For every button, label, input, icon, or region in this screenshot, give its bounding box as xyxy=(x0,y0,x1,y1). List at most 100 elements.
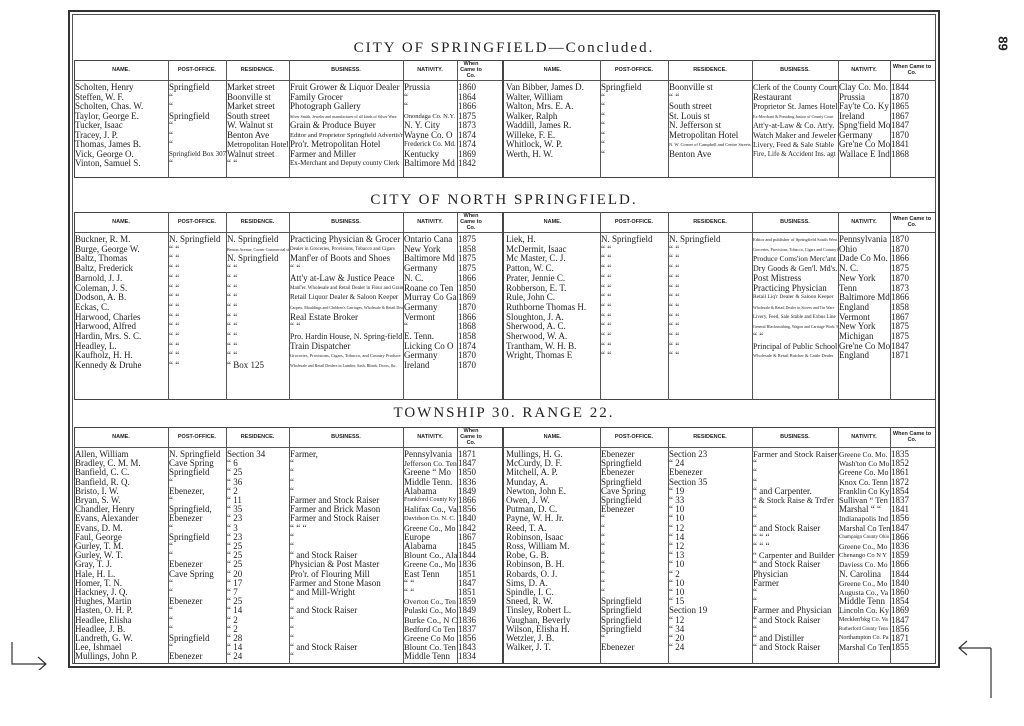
table-cell: 1837 xyxy=(458,624,476,634)
column-rule xyxy=(403,427,404,664)
table-cell: 1859 xyxy=(891,551,909,561)
table-cell: “ “ xyxy=(669,254,680,264)
table-cell: “ and Mill-Wright xyxy=(290,588,356,597)
table-cell: 1850 xyxy=(458,468,476,478)
table-cell: Dade Co Mo. xyxy=(839,254,888,264)
table-cell: “ 12 xyxy=(669,523,685,533)
column-header: RESIDENCE. xyxy=(693,219,727,225)
table-cell: Clay Co. Mo. xyxy=(839,83,889,92)
table-cell: Springfield xyxy=(169,83,210,92)
table-cell: Overton Co., Ten xyxy=(404,597,456,607)
table-cell: “ 25 xyxy=(227,542,243,551)
table-cell: Real Estate Broker xyxy=(290,312,358,322)
table-cell: 1871 xyxy=(458,450,476,459)
table-cell: “ “ xyxy=(227,351,238,361)
table-cell: 1860 xyxy=(458,83,476,92)
column-header: BUSINESS. xyxy=(780,434,810,440)
table-cell: Hardin, Mrs. S. C. xyxy=(75,332,142,341)
table-cell: Springfield xyxy=(601,459,642,469)
table-cell: “ xyxy=(290,597,294,607)
table-cell: Werth, H. W. xyxy=(506,149,554,159)
table-cell: Post Mistress xyxy=(753,273,802,283)
table-cell: “ xyxy=(753,459,757,469)
table-cell: 1866 xyxy=(458,102,476,111)
table-cell: Market street xyxy=(227,83,275,92)
table-cell: “ xyxy=(753,514,757,524)
table-cell: 1847 xyxy=(458,459,476,469)
table-cell: “ xyxy=(169,588,173,597)
table-cell: Tenn xyxy=(839,283,857,293)
table-cell: “ 14 xyxy=(669,532,685,542)
table-cell: “ xyxy=(601,92,605,102)
table-cell: England xyxy=(839,302,869,312)
table-cell: Farmer and Stock Raiser xyxy=(290,514,380,524)
table-cell: Prussia xyxy=(404,83,431,92)
table-cell: Proprietor St. James Hotel xyxy=(753,102,838,111)
table-cell: McCurdy, D. F. xyxy=(506,459,562,469)
table-cell: “ 17 xyxy=(227,578,243,588)
table-cell: Section 19 xyxy=(669,606,708,616)
table-cell: Pulaski Co., Mo xyxy=(404,606,457,616)
table-cell: 1866 xyxy=(458,312,476,322)
table-cell: Mullings, H. G. xyxy=(506,450,563,459)
table-cell: Headlee, J. B. xyxy=(75,624,126,634)
table-cell: “ “ xyxy=(227,159,238,168)
table-cell: Alabama xyxy=(404,542,437,551)
table-cell: “ xyxy=(290,459,294,469)
column-rule xyxy=(838,427,839,664)
table-cell: Hughes, Martin xyxy=(75,597,132,607)
table-cell: Cave Spring xyxy=(169,569,214,579)
column-header: NAME. xyxy=(543,434,562,440)
table-cell: 1866 xyxy=(891,532,909,542)
table-cell: Springfield xyxy=(169,634,210,643)
column-rule xyxy=(226,60,227,178)
table-cell: “ xyxy=(290,615,294,625)
table-cell: Ross, William M. xyxy=(506,542,570,551)
table-cell: “ “ xyxy=(669,322,680,332)
table-cell: “ “ xyxy=(290,322,301,332)
table-cell: 1858 xyxy=(458,244,476,254)
table-cell: Greene Co., Mo xyxy=(404,523,456,533)
table-cell: South street xyxy=(227,111,270,121)
table-cell: Daviess Co. Mo xyxy=(839,560,888,570)
table-cell: “ xyxy=(169,130,173,140)
column-rule xyxy=(289,60,290,178)
table-cell: 1867 xyxy=(891,111,909,121)
half-divider xyxy=(502,60,504,178)
table-cell: Springfield xyxy=(169,468,210,478)
table-cell: “ xyxy=(169,121,173,130)
column-header: NATIVITY. xyxy=(851,434,877,440)
table-cell: Prater, Jennie C. xyxy=(506,273,566,283)
table-cell: Ebenezer xyxy=(169,560,203,570)
table-cell: Farmer and Stock Raiser xyxy=(290,496,380,505)
table-cell: Fay'te Co. Ky xyxy=(839,102,889,111)
table-cell: “ and Stock Raiser xyxy=(753,643,821,653)
table-cell: Harwood, Alfred xyxy=(75,322,136,332)
table-cell: 1844 xyxy=(891,83,909,92)
table-cell: Farmer and Brick Mason xyxy=(290,505,381,515)
table-cell: “ xyxy=(290,634,294,643)
column-header: POST-OFFICE. xyxy=(177,219,217,225)
table-cell: Patton, W. C. xyxy=(506,264,554,274)
table-cell: “ “ xyxy=(169,264,180,274)
table-cell: Ebenezer xyxy=(601,643,635,653)
table-cell: Springfield xyxy=(601,624,642,634)
table-cell: Livery, Feed & Sale Stable xyxy=(753,140,834,149)
table-cell: Frederick Co. Md. xyxy=(404,140,456,148)
table-cell: “ and Stock Raiser xyxy=(290,551,358,561)
table-cell: Landreth, G. W. xyxy=(75,634,133,643)
table-cell: Wetzler, J. B. xyxy=(506,634,555,643)
table-cell: N. C. xyxy=(404,273,424,283)
table-cell: 1867 xyxy=(891,312,909,322)
table-cell: Alabama xyxy=(404,486,437,496)
table-cell: Benton Ave xyxy=(227,130,270,140)
table-cell: Practicing Physician xyxy=(753,283,827,293)
table-cell: Allen, William xyxy=(75,450,129,459)
table-cell: “ “ xyxy=(169,312,180,322)
table-cell: Springfield xyxy=(601,477,642,487)
table-cell: Benton Avenue, Corner Commercial street xyxy=(227,246,289,252)
table-cell: “ “ xyxy=(227,341,238,351)
table-cell: “ xyxy=(404,322,408,332)
table-cell: Greene Co., Mo xyxy=(839,542,888,551)
column-header: BUSINESS. xyxy=(331,434,361,440)
